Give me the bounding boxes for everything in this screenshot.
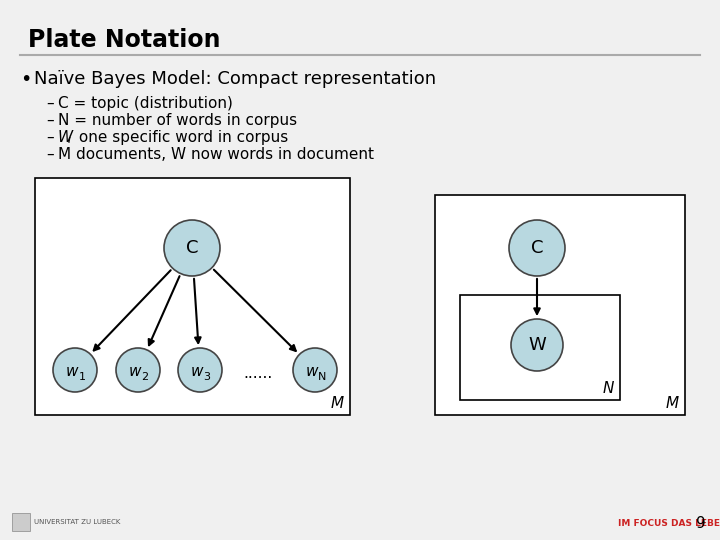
Text: •: • [20, 70, 32, 89]
Text: –: – [46, 147, 53, 162]
Text: C: C [186, 239, 198, 257]
Circle shape [178, 348, 222, 392]
Text: –: – [46, 130, 53, 145]
Bar [12, 513, 30, 531]
Text: –: – [46, 113, 53, 128]
Text: –: – [46, 96, 53, 111]
Text: Plate Notation: Plate Notation [28, 28, 220, 52]
Text: N: N [603, 381, 614, 396]
Text: W: W [528, 336, 546, 354]
Text: w: w [66, 363, 78, 379]
Text: M: M [666, 396, 679, 411]
Text: C = topic (distribution): C = topic (distribution) [58, 96, 233, 111]
Text: one specific word in corpus: one specific word in corpus [74, 130, 288, 145]
Circle shape [53, 348, 97, 392]
Bar [460, 295, 620, 400]
Text: C: C [531, 239, 544, 257]
Text: 1: 1 [78, 372, 86, 382]
Text: 2: 2 [141, 372, 148, 382]
Text: ......: ...... [243, 366, 273, 381]
Circle shape [511, 319, 563, 371]
Bar [35, 178, 350, 415]
Text: W: W [58, 130, 73, 145]
Text: w: w [306, 363, 318, 379]
Circle shape [164, 220, 220, 276]
Circle shape [116, 348, 160, 392]
Text: Naïve Bayes Model: Compact representation: Naïve Bayes Model: Compact representatio… [34, 70, 436, 88]
Circle shape [293, 348, 337, 392]
Text: M: M [331, 396, 344, 411]
Text: w: w [129, 363, 141, 379]
Text: i: i [68, 135, 71, 145]
Text: IM FOCUS DAS LEBEN: IM FOCUS DAS LEBEN [618, 519, 720, 529]
Text: 9: 9 [696, 516, 706, 531]
Text: UNIVERSITAT ZU LUBECK: UNIVERSITAT ZU LUBECK [34, 519, 120, 525]
Text: N = number of words in corpus: N = number of words in corpus [58, 113, 297, 128]
Circle shape [509, 220, 565, 276]
Text: 3: 3 [204, 372, 210, 382]
Text: w: w [191, 363, 203, 379]
Text: M documents, W now words in document: M documents, W now words in document [58, 147, 374, 162]
Bar [435, 195, 685, 415]
Text: N: N [318, 372, 326, 382]
